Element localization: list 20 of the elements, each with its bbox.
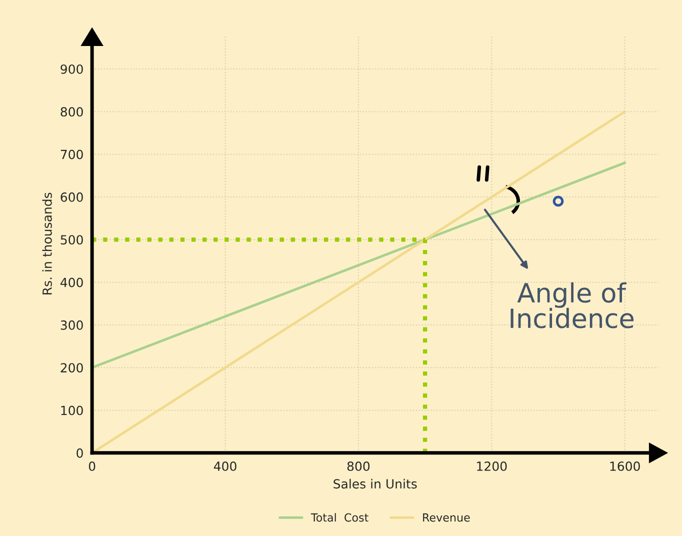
x-tick-label: 800	[347, 461, 370, 471]
y-tick-label: 300	[60, 320, 83, 330]
y-tick-label: 500	[60, 235, 83, 245]
y-tick-label: 700	[60, 150, 83, 160]
annotation: Angle of Incidence	[510, 282, 634, 328]
y-axis-title: Rs. in thousands	[42, 192, 52, 294]
y-tick-label: 400	[60, 278, 83, 288]
legend-label: Revenue	[423, 513, 470, 522]
x-tick-label: 0	[88, 461, 96, 471]
y-tick-label: 800	[60, 107, 83, 117]
x-tick-label: 1600	[610, 461, 640, 471]
x-tick-label: 1200	[477, 461, 507, 471]
x-tick-label: 400	[214, 461, 236, 471]
y-tick-label: 100	[61, 406, 83, 416]
y-tick-label: 600	[60, 192, 83, 202]
x-axis-title: Sales in Units	[334, 478, 417, 489]
legend-label: Total Cost	[310, 513, 368, 522]
y-tick-label: 900	[60, 64, 83, 74]
y-tick-label: 200	[60, 363, 83, 373]
y-tick-label: 0	[76, 448, 83, 458]
